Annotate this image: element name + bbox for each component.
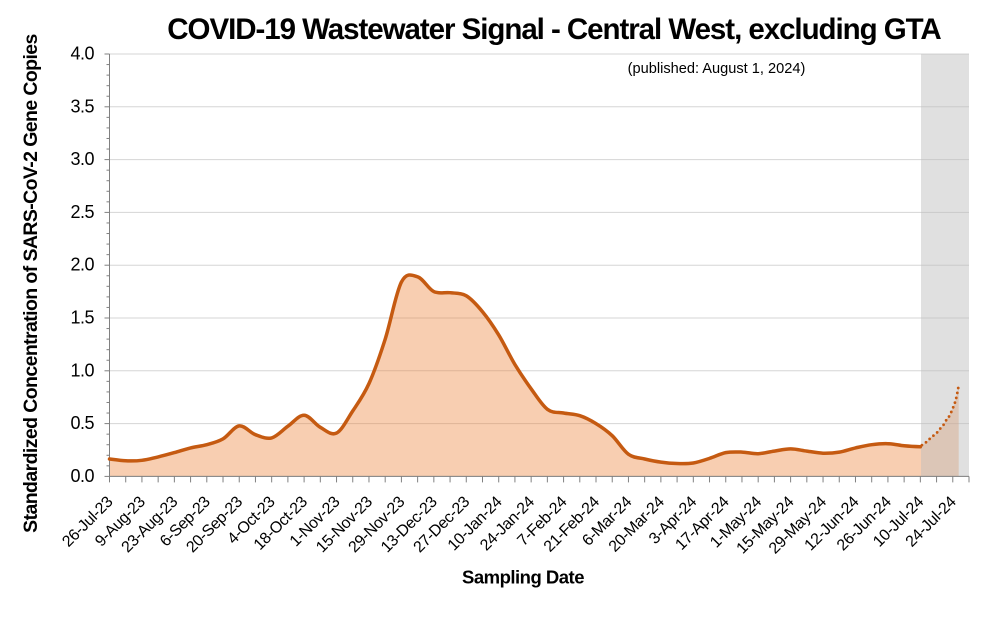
svg-text:2.0: 2.0 [70, 255, 94, 275]
svg-text:3.0: 3.0 [70, 149, 94, 169]
svg-text:3.5: 3.5 [70, 96, 94, 116]
svg-text:2.5: 2.5 [70, 202, 94, 222]
svg-text:Standardized Concentration of: Standardized Concentration of SARS-CoV-2… [20, 33, 42, 532]
svg-text:0.0: 0.0 [70, 466, 94, 486]
svg-text:1.0: 1.0 [70, 360, 94, 380]
svg-text:0.5: 0.5 [70, 413, 94, 433]
svg-text:COVID-19 Wastewater Signal - C: COVID-19 Wastewater Signal - Central Wes… [167, 13, 941, 46]
svg-text:Sampling Date: Sampling Date [462, 567, 584, 588]
svg-text:4.0: 4.0 [70, 44, 94, 64]
svg-text:1.5: 1.5 [70, 308, 94, 328]
svg-text:(published: August 1, 2024): (published: August 1, 2024) [628, 61, 806, 77]
